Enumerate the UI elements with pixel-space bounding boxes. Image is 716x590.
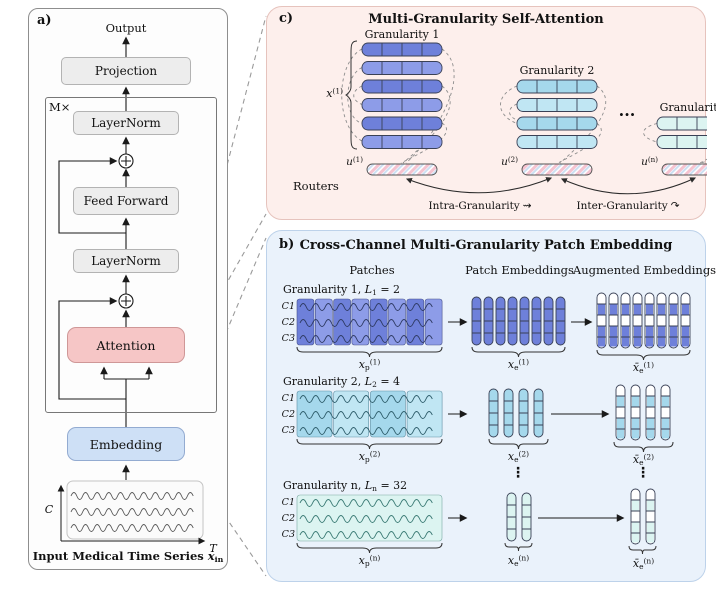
augmented-embedding-columns-n	[630, 488, 656, 545]
patch-embedding-columns-n	[506, 492, 532, 542]
time-series-plot	[57, 480, 206, 545]
channel-axis-label: C	[44, 503, 54, 516]
embeddings-math-1: xe(1)	[507, 357, 530, 372]
inter-granularity-legend: Inter-Granularity ↷	[576, 200, 680, 212]
projection-block: Projection	[61, 57, 191, 85]
x-granularity-1-math: x(1)	[326, 86, 343, 100]
flow-arrows	[58, 36, 153, 480]
panel-b-label: b)	[279, 237, 295, 252]
granularity-ellipsis: ···	[618, 105, 636, 124]
intra-granularity-arrow-icon: ⇝	[522, 200, 532, 212]
router-math-2: u(2)	[501, 154, 518, 168]
patches-math-1: xp(1)	[358, 357, 381, 372]
augmented-embedding-columns-1	[596, 292, 691, 349]
router-bars	[366, 163, 707, 176]
channel-label: C2	[281, 513, 295, 524]
router-bar-1	[366, 163, 438, 176]
granularity-2-token-stack	[516, 79, 598, 149]
panel-b-title: Cross-Channel Multi-Granularity Patch Em…	[299, 238, 673, 253]
vertical-ellipsis: ⋮	[511, 465, 525, 481]
channel-label: C1	[281, 497, 295, 508]
augmented-math-n: x̄e(n)	[632, 556, 655, 571]
repeat-count-label: M×	[49, 100, 71, 114]
router-math-1: u(1)	[346, 154, 363, 168]
panel-c-graphics-layer	[341, 40, 707, 195]
stage-arrows	[448, 318, 625, 522]
embedding-block: Embedding	[67, 427, 185, 461]
granularity-1-group-title: Granularity 1, L1 = 2	[283, 283, 401, 297]
embeddings-math-n: xe(n)	[507, 553, 530, 568]
patches-math-2: xp(2)	[358, 449, 381, 464]
embeddings-math-2: xe(2)	[507, 449, 530, 464]
panel-c-label: c)	[279, 11, 294, 26]
augmented-embedding-columns-2	[615, 384, 671, 441]
channel-label: C2	[281, 409, 295, 420]
channel-label: C3	[281, 333, 295, 344]
granularity-n-label: Granularity n	[659, 101, 716, 114]
router-math-n: u(n)	[641, 154, 658, 168]
panel-a-arrows-layer	[57, 36, 206, 545]
header-patches: Patches	[349, 263, 395, 277]
granularity-1-label: Granularity 1	[364, 28, 440, 41]
channel-label: C3	[281, 425, 295, 436]
channel-label: C3	[281, 529, 295, 540]
input-caption: Input Medical Time Series xin	[32, 549, 224, 564]
panel-b-graphics-layer	[296, 292, 691, 555]
granularity-2-label: Granularity 2	[519, 64, 595, 77]
inter-granularity-arrow-icon: ↷	[670, 200, 680, 212]
granularity-2-group-title: Granularity 2, L2 = 4	[283, 375, 401, 389]
router-bar-2	[521, 163, 593, 176]
feed-forward-block: Feed Forward	[73, 187, 179, 215]
inter-granularity-arcs	[405, 177, 697, 195]
channel-label: C1	[281, 301, 295, 312]
channel-label: C2	[281, 317, 295, 328]
patches-block-n	[296, 494, 443, 542]
panel-a-architecture: a) Output Projection M× LayerNorm Feed F…	[28, 8, 228, 570]
header-patch-embeddings: Patch Embeddings	[465, 263, 574, 277]
residual-add-icon	[118, 293, 134, 309]
patches-block-1	[296, 298, 443, 346]
granularity-n-group-title: Granularity n, Ln = 32	[283, 479, 408, 493]
granularity-1-token-stack	[361, 42, 443, 149]
attention-block: Attention	[67, 327, 185, 363]
header-augmented-embeddings: Augmented Embeddings	[572, 263, 716, 277]
granularity-n-token-stack	[656, 116, 707, 149]
underbraces	[296, 346, 691, 555]
intra-granularity-legend: Intra-Granularity ⇝	[428, 200, 532, 212]
output-label: Output	[105, 21, 147, 35]
router-bar-n	[661, 163, 707, 176]
panel-b-patch-embedding: b) Cross-Channel Multi-Granularity Patch…	[266, 230, 716, 582]
routers-label: Routers	[293, 179, 339, 193]
panel-a-label: a)	[37, 13, 52, 28]
patches-math-n: xp(n)	[358, 553, 381, 568]
residual-add-icon	[118, 153, 134, 169]
time-axis-label: T	[209, 542, 217, 555]
panel-c-self-attention: c) Multi-Granularity Self-Attention Gran…	[266, 6, 716, 220]
patch-embedding-columns-1	[471, 296, 566, 346]
augmented-math-2: x̄e(2)	[632, 452, 655, 467]
panel-c-title: Multi-Granularity Self-Attention	[368, 12, 604, 27]
augmented-math-1: x̄e(1)	[632, 360, 655, 375]
layernorm-bottom-block: LayerNorm	[73, 249, 179, 273]
channel-label: C1	[281, 393, 295, 404]
vertical-ellipsis: ⋮	[636, 465, 650, 481]
patch-embedding-columns-2	[488, 388, 544, 438]
layernorm-top-block: LayerNorm	[73, 111, 179, 135]
granularity-1-brace	[345, 40, 358, 150]
